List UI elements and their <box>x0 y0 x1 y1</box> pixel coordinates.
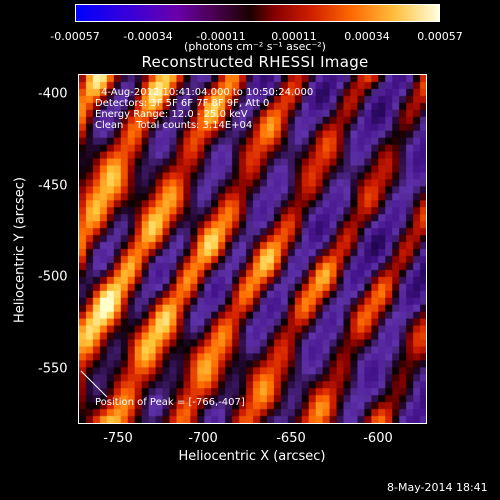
clean-annotation: Clean Total counts: 3.14E+04 <box>95 120 253 131</box>
plot-area: 4-Aug-2012 10:41:04.000 to 10:50:24.000 … <box>78 74 427 424</box>
colorbar <box>75 4 440 22</box>
x-axis-label: Heliocentric X (arcsec) <box>178 449 326 464</box>
x-tick-label: -650 <box>276 431 306 446</box>
energy-annotation: Energy Range: 12.0 - 25.0 keV <box>95 109 248 120</box>
colorbar-tick: 0.00034 <box>344 30 390 43</box>
y-tick-label: -450 <box>38 178 68 194</box>
y-axis-label: Heliocentric Y (arcsec) <box>12 177 28 323</box>
colorbar-tick: 0.00011 <box>271 30 317 43</box>
x-tick-label: -600 <box>363 431 393 446</box>
peak-annotation: Position of Peak = [-766,-407] <box>95 397 245 408</box>
colorbar-tick: 0.00057 <box>417 30 463 43</box>
colorbar-tick: -0.00034 <box>123 30 173 43</box>
y-tick-label: -550 <box>38 361 68 377</box>
x-tick-label: -750 <box>103 431 133 446</box>
time-range-annotation: 4-Aug-2012 10:41:04.000 to 10:50:24.000 <box>101 87 314 98</box>
peak-pointer <box>80 370 108 398</box>
heatmap-image <box>79 75 426 423</box>
colorbar-tick: -0.00057 <box>50 30 100 43</box>
footer-timestamp: 8-May-2014 18:41 <box>387 481 488 494</box>
colorbar-unit-label: (photons cm⁻² s⁻¹ asec⁻²) <box>184 40 326 53</box>
detectors-annotation: Detectors: 3F 5F 6F 7F 8F 9F, Att 0 <box>95 98 270 109</box>
x-tick-label: -700 <box>188 431 218 446</box>
y-tick-label: -400 <box>38 86 68 102</box>
y-tick-label: -500 <box>38 269 68 285</box>
colorbar-tick: -0.00011 <box>196 30 246 43</box>
chart-title: Reconstructed RHESSI Image <box>141 53 369 71</box>
